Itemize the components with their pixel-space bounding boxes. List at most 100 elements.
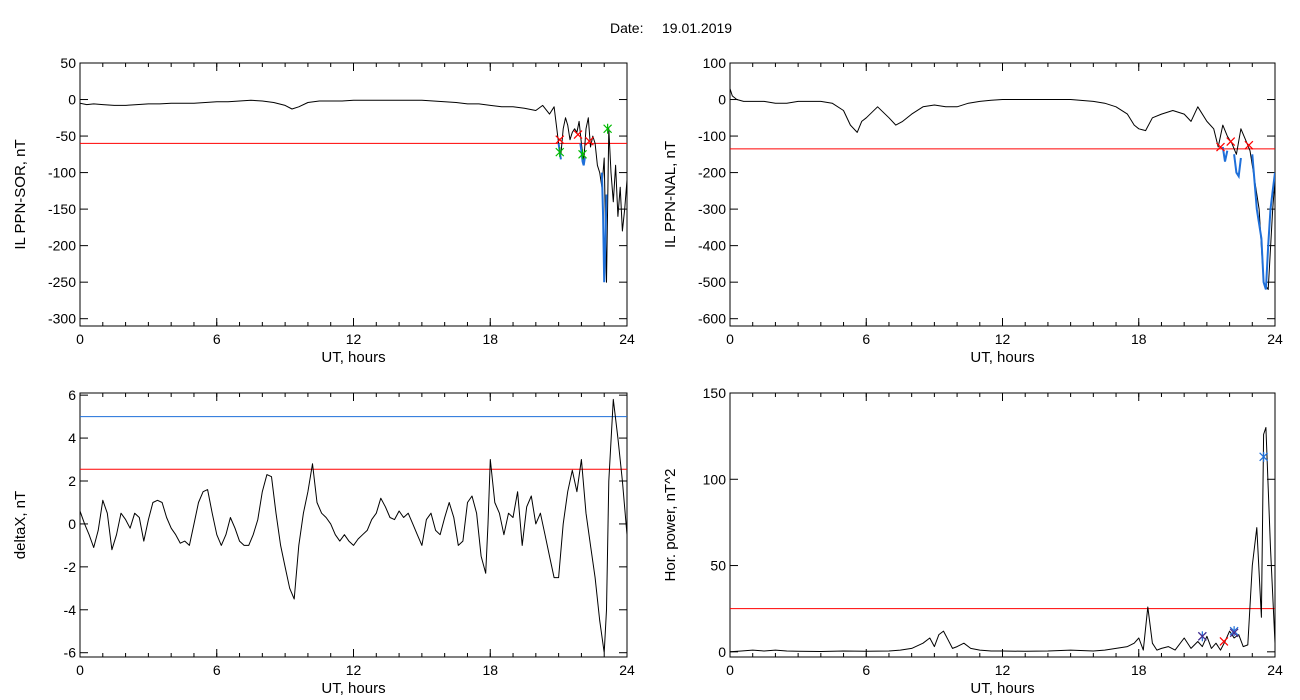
y-tick-label: -300 <box>698 201 726 217</box>
y-tick-label: 100 <box>703 471 727 487</box>
x-tick-label: 0 <box>76 331 84 347</box>
marker-x <box>1197 631 1207 641</box>
marker-stroke <box>555 135 565 145</box>
marker-stroke <box>1229 628 1239 638</box>
plot-frame <box>79 392 628 658</box>
x-tick-label: 12 <box>995 331 1011 347</box>
x-tick-label: 6 <box>862 331 870 347</box>
y-tick-label: 0 <box>68 516 76 532</box>
y-tick-label: -6 <box>64 645 77 661</box>
y-tick-label: -4 <box>64 602 77 618</box>
y-tick-label: -150 <box>48 201 76 217</box>
y-tick-label: 100 <box>703 55 727 71</box>
plot-area <box>80 398 627 654</box>
y-tick-label: 0 <box>718 92 726 108</box>
x-tick-label: 18 <box>1131 662 1147 678</box>
y-tick-label: 0 <box>68 92 76 108</box>
x-tick-label: 12 <box>346 331 362 347</box>
plot-area <box>80 99 627 283</box>
x-tick-label: 18 <box>1131 331 1147 347</box>
x-tick-label: 12 <box>346 662 362 678</box>
y-tick-label: 50 <box>60 55 76 71</box>
marker-asterisk <box>603 123 613 134</box>
marker-x <box>1244 140 1254 150</box>
x-tick-label: 18 <box>482 662 498 678</box>
marker-x <box>1226 137 1236 146</box>
marker-asterisk <box>555 147 565 158</box>
highlight-segment <box>579 143 586 166</box>
date-value: 19.01.2019 <box>662 20 732 36</box>
marker-x <box>584 136 594 146</box>
marker-stroke <box>1219 637 1229 646</box>
chart-hor-power: 0 6 12 18 24 150 100 50 0 UT, hours Hor. power, nT… <box>662 385 1283 697</box>
y-tick-label: 0 <box>718 644 726 660</box>
marker-stroke <box>584 136 594 146</box>
y-tick-label: -100 <box>48 165 76 181</box>
marker-stroke <box>1244 140 1254 150</box>
x-tick-label: 24 <box>1267 662 1283 678</box>
y-tick-label: -200 <box>48 238 76 254</box>
marker-x <box>573 130 583 140</box>
marker-x <box>1216 142 1225 152</box>
highlight-segment <box>1233 154 1242 180</box>
x-tick-label: 0 <box>76 662 84 678</box>
y-tick-label: -500 <box>698 274 726 290</box>
marker-asterisk <box>578 149 587 160</box>
x-tick-label: 6 <box>213 662 221 678</box>
highlight-segment <box>1221 146 1229 162</box>
x-tick-label: 0 <box>726 662 734 678</box>
chart-deltax: 0 6 12 18 24 6 4 2 0 -2 -4 -6 UT, hours deltaX, nT <box>12 387 635 697</box>
x-axis-label: UT, hours <box>970 349 1034 366</box>
marker-stroke <box>1197 631 1207 641</box>
plot-frame <box>729 62 1276 327</box>
y-tick-label: -200 <box>698 165 726 181</box>
y-tick-label: -600 <box>698 311 726 327</box>
x-tick-label: 24 <box>619 662 635 678</box>
y-tick-label: 4 <box>68 430 76 446</box>
y-tick-label: -2 <box>64 559 77 575</box>
y-tick-label: -400 <box>698 238 726 254</box>
marker-x <box>1219 637 1229 646</box>
y-tick-label: 6 <box>68 387 76 403</box>
x-tick-label: 6 <box>213 331 221 347</box>
series-line <box>730 88 1275 290</box>
marker-stroke <box>573 130 583 140</box>
x-tick-label: 0 <box>726 331 734 347</box>
y-tick-label: -100 <box>698 128 726 144</box>
marker-asterisk <box>1229 626 1239 637</box>
plot-area <box>730 427 1275 653</box>
series-line <box>80 398 627 654</box>
x-tick-label: 18 <box>482 331 498 347</box>
y-axis-label: Hor. power, nT^2 <box>662 469 679 582</box>
x-axis-label: UT, hours <box>970 680 1034 697</box>
highlight-segment <box>1251 154 1275 290</box>
chart-il-sor: 0 6 12 18 24 50 0 -50 -100 -150 -200 -250 -300 UT, ho… <box>12 55 635 366</box>
x-axis-label: UT, hours <box>321 680 385 697</box>
y-tick-label: 2 <box>68 473 76 489</box>
x-tick-label: 6 <box>862 662 870 678</box>
plot-frame <box>729 392 1276 658</box>
chart-il-nal: 0 6 12 18 24 100 0 -100 -200 -300 -400 -500 -600 UT, … <box>662 55 1283 366</box>
plot-area <box>730 88 1275 290</box>
plot-frame <box>79 62 628 327</box>
marker-x <box>1229 628 1239 638</box>
y-tick-label: 150 <box>703 385 727 401</box>
y-axis-label: deltaX, nT <box>12 491 29 559</box>
y-axis-label: IL PPN-NAL, nT <box>662 141 679 248</box>
x-tick-label: 12 <box>995 662 1011 678</box>
series-line <box>80 99 627 283</box>
highlight-segment <box>600 172 608 283</box>
y-tick-label: -250 <box>48 274 76 290</box>
marker-stroke <box>1216 142 1225 152</box>
series-line <box>730 427 1275 653</box>
y-axis-label: IL PPN-SOR, nT <box>12 139 29 249</box>
y-tick-label: 50 <box>710 558 726 574</box>
x-tick-label: 24 <box>1267 331 1283 347</box>
marker-asterisk <box>1259 451 1269 462</box>
marker-x <box>555 135 565 145</box>
y-tick-label: -50 <box>56 128 76 144</box>
y-tick-label: -300 <box>48 311 76 327</box>
x-tick-label: 24 <box>619 331 635 347</box>
